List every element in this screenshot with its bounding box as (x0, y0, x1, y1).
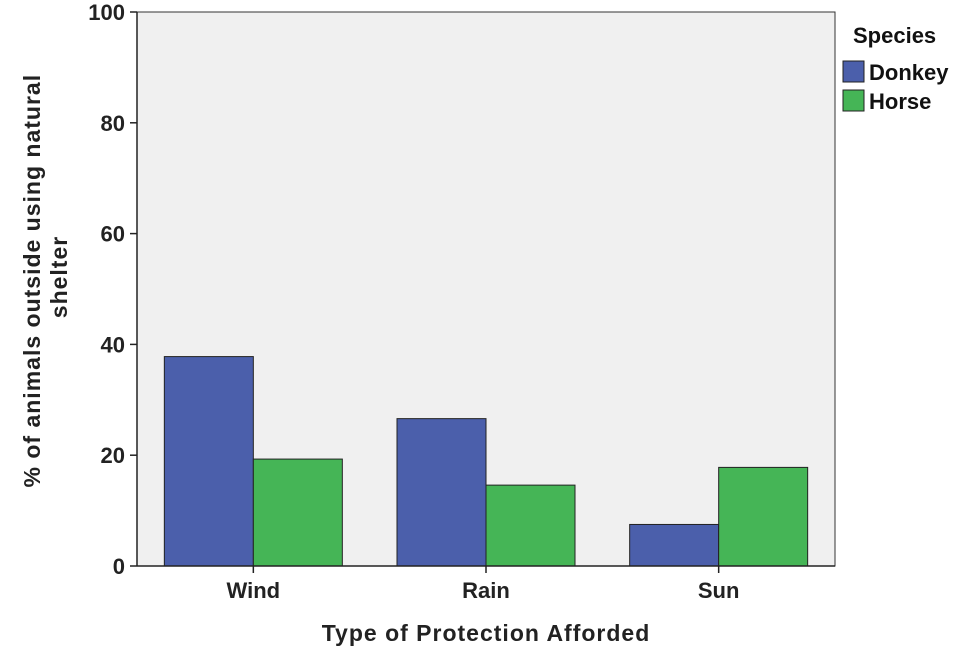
y-tick-label: 100 (88, 0, 125, 25)
y-tick-label: 20 (101, 443, 125, 468)
y-axis-title: % of animals outside using natural shelt… (19, 67, 72, 488)
legend-label-donkey: Donkey (869, 60, 949, 85)
legend: Species Donkey Horse (842, 23, 949, 114)
x-tick-label: Sun (698, 578, 740, 603)
y-tick-label: 80 (101, 111, 125, 136)
legend-title: Species (853, 23, 936, 48)
y-tick-label: 60 (101, 222, 125, 247)
y-tick-label: 40 (101, 332, 125, 357)
legend-swatch-horse (842, 89, 865, 112)
y-ticks-group: 0 20 40 60 80 100 (88, 0, 137, 579)
legend-swatch-donkey (842, 60, 865, 83)
x-ticks-group: Wind Rain Sun (227, 566, 740, 603)
bar-donkey-rain (396, 418, 487, 567)
y-axis-title-line-1: % of animals outside using natural (19, 74, 45, 488)
bar-donkey-sun (629, 523, 720, 567)
bars-group (163, 356, 809, 567)
x-axis-title: Type of Protection Afforded (322, 620, 651, 646)
bar-horse-rain (485, 484, 576, 567)
bar-horse-sun (718, 466, 809, 567)
x-tick-label: Wind (227, 578, 281, 603)
x-tick-label: Rain (462, 578, 510, 603)
bar-donkey-wind (163, 356, 254, 567)
bar-horse-wind (252, 458, 343, 567)
y-axis-title-line-2: shelter (46, 236, 72, 318)
y-tick-label: 0 (113, 554, 125, 579)
legend-label-horse: Horse (869, 89, 931, 114)
